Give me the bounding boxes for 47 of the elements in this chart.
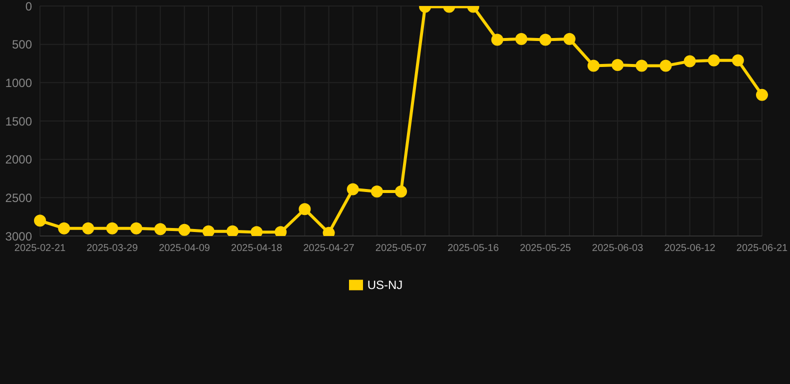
y-tick-label: 1000 bbox=[5, 76, 32, 90]
point bbox=[588, 60, 600, 72]
point bbox=[708, 54, 720, 66]
point bbox=[178, 224, 190, 236]
x-tick-label: 2025-04-27 bbox=[303, 243, 355, 254]
legend-label: US-NJ bbox=[367, 278, 403, 292]
point bbox=[563, 32, 576, 45]
x-tick-label: 2025-02-21 bbox=[14, 243, 66, 254]
x-tick-label: 2025-05-25 bbox=[520, 243, 572, 254]
point bbox=[226, 225, 239, 236]
point bbox=[660, 60, 672, 72]
point bbox=[322, 226, 335, 236]
point bbox=[612, 59, 624, 72]
x-tick-label: 2025-06-12 bbox=[664, 243, 716, 254]
point bbox=[202, 225, 214, 236]
point bbox=[34, 214, 46, 227]
y-tick-label: 3000 bbox=[5, 229, 32, 244]
point bbox=[684, 55, 696, 68]
point bbox=[58, 222, 70, 234]
point bbox=[491, 34, 504, 46]
x-tick-label: 2025-04-09 bbox=[158, 243, 210, 254]
point bbox=[395, 186, 407, 198]
point bbox=[298, 203, 311, 216]
point bbox=[130, 222, 142, 234]
point bbox=[346, 183, 359, 196]
x-tick-label: 2025-05-16 bbox=[448, 243, 500, 254]
point bbox=[106, 222, 118, 234]
point bbox=[732, 54, 744, 66]
point bbox=[756, 88, 768, 101]
y-tick-label: 1500 bbox=[5, 114, 32, 128]
point bbox=[515, 32, 528, 45]
x-tick-label: 2025-06-03 bbox=[592, 243, 644, 254]
point bbox=[82, 222, 94, 234]
y-tick-label: 500 bbox=[12, 38, 32, 52]
y-tick-label: 2500 bbox=[5, 190, 32, 205]
x-tick-label: 2025-05-07 bbox=[375, 243, 428, 254]
point bbox=[539, 34, 552, 46]
y-tick-label: 0 bbox=[25, 0, 32, 14]
x-tick-label: 2025-03-29 bbox=[86, 243, 138, 254]
y-tick-label: 2000 bbox=[5, 152, 32, 167]
x-tick-label: 2025-06-21 bbox=[736, 243, 788, 254]
x-tick-label: 2025-04-18 bbox=[231, 243, 283, 254]
point bbox=[250, 226, 263, 236]
point bbox=[370, 186, 383, 198]
point bbox=[274, 226, 287, 236]
point bbox=[636, 60, 648, 72]
point bbox=[154, 223, 166, 236]
